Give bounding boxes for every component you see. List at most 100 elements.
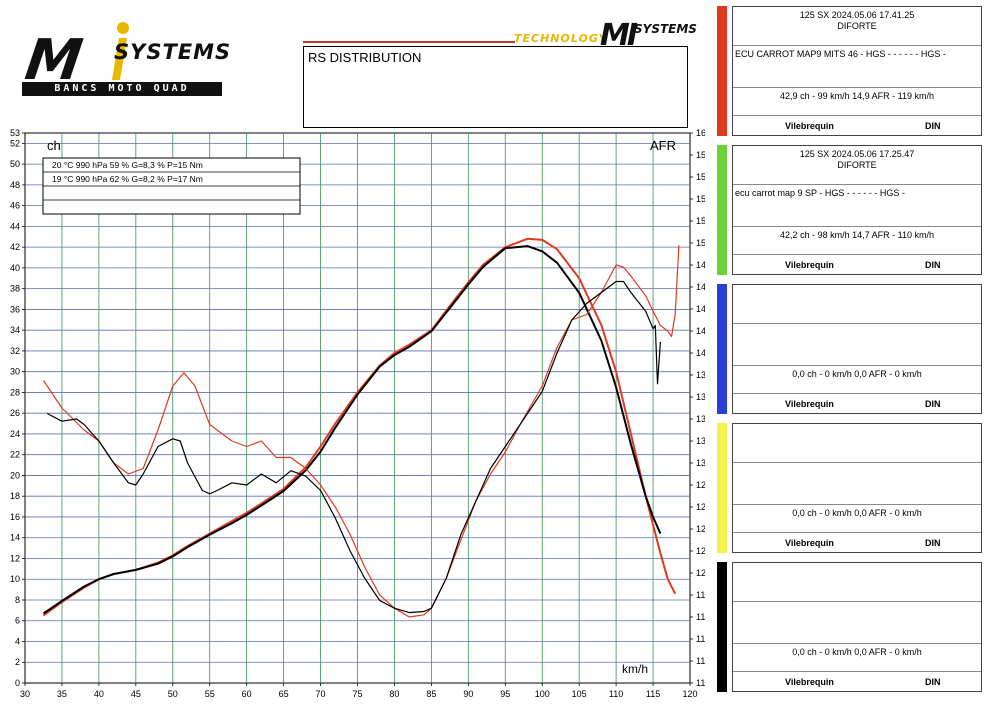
logo-mi-text: MI xyxy=(600,18,638,53)
x-tick-label: 90 xyxy=(463,689,473,699)
right-tick-label: 13,2 xyxy=(696,436,705,446)
conditions-row: 20 °C 990 hPa 59 % G=8,3 % P=15 Nm xyxy=(52,160,203,170)
right-tick-label: 12 xyxy=(696,568,705,578)
run-header-line2: DIFORTE xyxy=(837,160,877,170)
right-axis-label: AFR xyxy=(650,138,676,153)
panel-divider xyxy=(733,87,981,88)
left-tick-label: 4 xyxy=(15,636,20,646)
x-tick-label: 100 xyxy=(535,689,550,699)
run-measure: 42,9 ch - 99 km/h 14,9 AFR - 119 km/h xyxy=(780,91,934,101)
run-header-line1: 125 SX 2024.05.06 17.41.25 xyxy=(799,10,915,20)
panel-divider xyxy=(733,643,981,644)
logo-i-mark xyxy=(112,22,129,80)
logo-systems-small: SYSTEMS xyxy=(634,22,697,36)
run-measure: 0,0 ch - 0 km/h 0,0 AFR - 0 km/h xyxy=(792,508,922,518)
run-measure: 0,0 ch - 0 km/h 0,0 AFR - 0 km/h xyxy=(792,647,922,657)
run-color-stripe xyxy=(717,562,727,692)
x-tick-label: 85 xyxy=(426,689,436,699)
right-tick-label: 11 xyxy=(696,678,705,688)
left-tick-label: 48 xyxy=(10,180,20,190)
panel-divider xyxy=(733,226,981,227)
left-tick-label: 42 xyxy=(10,242,20,252)
run-panel-2: 125 SX 2024.05.06 17.25.47 DIFORTE ecu car… xyxy=(717,145,982,275)
title-underline xyxy=(303,41,515,43)
left-tick-label: 6 xyxy=(15,616,20,626)
run-footer-right: DIN xyxy=(925,677,941,687)
left-tick-label: 32 xyxy=(10,346,20,356)
right-tick-label: 11,2 xyxy=(696,656,705,666)
right-tick-label: 11,6 xyxy=(696,612,705,622)
left-tick-label: 24 xyxy=(10,429,20,439)
x-tick-label: 65 xyxy=(279,689,289,699)
panel-divider xyxy=(733,462,981,463)
left-tick-label: 10 xyxy=(10,574,20,584)
x-tick-label: 110 xyxy=(609,689,623,699)
right-tick-label: 11,8 xyxy=(696,590,705,600)
run-footer-left: Vilebrequin xyxy=(785,260,834,270)
right-tick-label: 15,8 xyxy=(696,150,705,160)
right-tick-label: 12,8 xyxy=(696,480,705,490)
run-note: ecu carrot map 9 SP - HGS - - - - - - HG… xyxy=(735,188,905,198)
right-tick-label: 16 xyxy=(696,128,705,138)
left-tick-label: 38 xyxy=(10,284,20,294)
x-tick-label: 80 xyxy=(389,689,399,699)
panel-divider xyxy=(733,671,981,672)
right-tick-label: 12,2 xyxy=(696,546,705,556)
title-box: RS DISTRIBUTION xyxy=(303,46,688,128)
run-header: 125 SX 2024.05.06 17.25.47 DIFORTE xyxy=(733,149,981,171)
right-tick-label: 14,4 xyxy=(696,304,705,314)
run-panel-1: 125 SX 2024.05.06 17.41.25 DIFORTE ECU CAR… xyxy=(717,6,982,136)
right-tick-label: 12,4 xyxy=(696,524,705,534)
left-tick-label: 36 xyxy=(10,304,20,314)
panel-divider xyxy=(733,601,981,602)
logo-technology-text: TECHNOLOGY xyxy=(514,32,608,45)
right-tick-label: 13,6 xyxy=(696,392,705,402)
right-tick-label: 13,8 xyxy=(696,370,705,380)
left-tick-label: 8 xyxy=(15,595,20,605)
right-tick-label: 14,6 xyxy=(696,282,705,292)
left-tick-label: 26 xyxy=(10,408,20,418)
x-tick-label: 55 xyxy=(205,689,215,699)
panel-divider xyxy=(733,115,981,116)
x-tick-label: 120 xyxy=(682,689,697,699)
run-color-stripe xyxy=(717,6,727,136)
run-panel-4: 0,0 ch - 0 km/h 0,0 AFR - 0 km/h Vilebreq… xyxy=(717,423,982,553)
logo-tagline: BANCS MOTO QUAD xyxy=(22,82,222,96)
left-tick-label: 18 xyxy=(10,491,20,501)
x-tick-label: 70 xyxy=(316,689,326,699)
run-info-box: 0,0 ch - 0 km/h 0,0 AFR - 0 km/h Vilebreq… xyxy=(732,284,982,414)
run-info-box: 125 SX 2024.05.06 17.41.25 DIFORTE ECU CAR… xyxy=(732,6,982,136)
left-tick-label: 22 xyxy=(10,450,20,460)
panel-divider xyxy=(733,393,981,394)
left-tick-label: 2 xyxy=(15,657,20,667)
left-tick-label: 0 xyxy=(15,678,20,688)
panel-divider xyxy=(733,45,981,46)
run-footer-left: Vilebrequin xyxy=(785,121,834,131)
right-tick-label: 14 xyxy=(696,348,705,358)
run-footer-left: Vilebrequin xyxy=(785,538,834,548)
run-header: 125 SX 2024.05.06 17.41.25 DIFORTE xyxy=(733,10,981,32)
x-tick-label: 75 xyxy=(352,689,362,699)
x-tick-label: 95 xyxy=(500,689,510,699)
panel-divider xyxy=(733,323,981,324)
logo-systems-text: SYSTEMS xyxy=(114,40,232,64)
run-footer-right: DIN xyxy=(925,538,941,548)
run-info-box: 0,0 ch - 0 km/h 0,0 AFR - 0 km/h Vilebreq… xyxy=(732,423,982,553)
left-tick-label: 40 xyxy=(10,263,20,273)
run-footer-left: Vilebrequin xyxy=(785,677,834,687)
panel-divider xyxy=(733,365,981,366)
run-color-stripe xyxy=(717,145,727,275)
run-panel-3: 0,0 ch - 0 km/h 0,0 AFR - 0 km/h Vilebreq… xyxy=(717,284,982,414)
left-axis-label: ch xyxy=(47,138,61,153)
right-tick-label: 13 xyxy=(696,458,705,468)
left-tick-label: 12 xyxy=(10,553,20,563)
left-tick-label: 14 xyxy=(10,533,20,543)
x-tick-label: 35 xyxy=(57,689,67,699)
right-tick-label: 15 xyxy=(696,238,705,248)
left-tick-label: 28 xyxy=(10,387,20,397)
left-tick-label: 53 xyxy=(10,128,20,138)
right-tick-label: 11,4 xyxy=(696,634,705,644)
right-tick-label: 15,6 xyxy=(696,172,705,182)
series-line-2-left xyxy=(42,245,662,615)
run-color-stripe xyxy=(717,423,727,553)
